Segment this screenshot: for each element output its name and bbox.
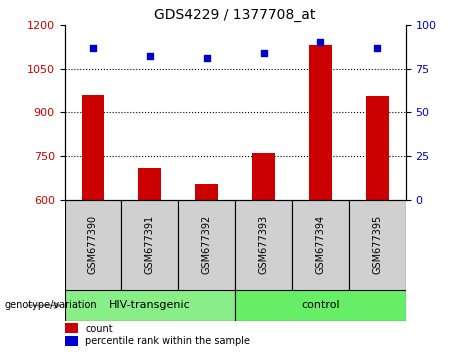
- Bar: [309, 45, 332, 200]
- Point: [203, 55, 210, 61]
- Text: percentile rank within the sample: percentile rank within the sample: [85, 336, 250, 346]
- Text: genotype/variation: genotype/variation: [5, 301, 97, 310]
- Text: GSM677395: GSM677395: [372, 215, 382, 274]
- Text: count: count: [85, 324, 112, 333]
- Point: [317, 40, 324, 45]
- Bar: [65, 290, 235, 321]
- Bar: [195, 184, 218, 200]
- Bar: [65, 323, 78, 333]
- Bar: [235, 290, 406, 321]
- Bar: [65, 200, 121, 290]
- Bar: [292, 200, 349, 290]
- Bar: [235, 200, 292, 290]
- Text: GSM677393: GSM677393: [259, 215, 269, 274]
- Title: GDS4229 / 1377708_at: GDS4229 / 1377708_at: [154, 8, 316, 22]
- Text: HIV-transgenic: HIV-transgenic: [109, 301, 191, 310]
- Bar: [349, 200, 406, 290]
- Bar: [178, 200, 235, 290]
- Point: [89, 45, 97, 50]
- Text: GSM677392: GSM677392: [201, 215, 212, 274]
- Text: GSM677391: GSM677391: [145, 215, 155, 274]
- Text: control: control: [301, 301, 340, 310]
- Bar: [138, 168, 161, 200]
- Bar: [121, 200, 178, 290]
- Bar: [252, 153, 275, 200]
- Point: [146, 53, 154, 59]
- Bar: [65, 336, 78, 346]
- Text: GSM677390: GSM677390: [88, 215, 98, 274]
- Point: [260, 50, 267, 56]
- Text: GSM677394: GSM677394: [315, 215, 325, 274]
- Bar: [82, 95, 104, 200]
- Point: [373, 45, 381, 50]
- Bar: [366, 96, 389, 200]
